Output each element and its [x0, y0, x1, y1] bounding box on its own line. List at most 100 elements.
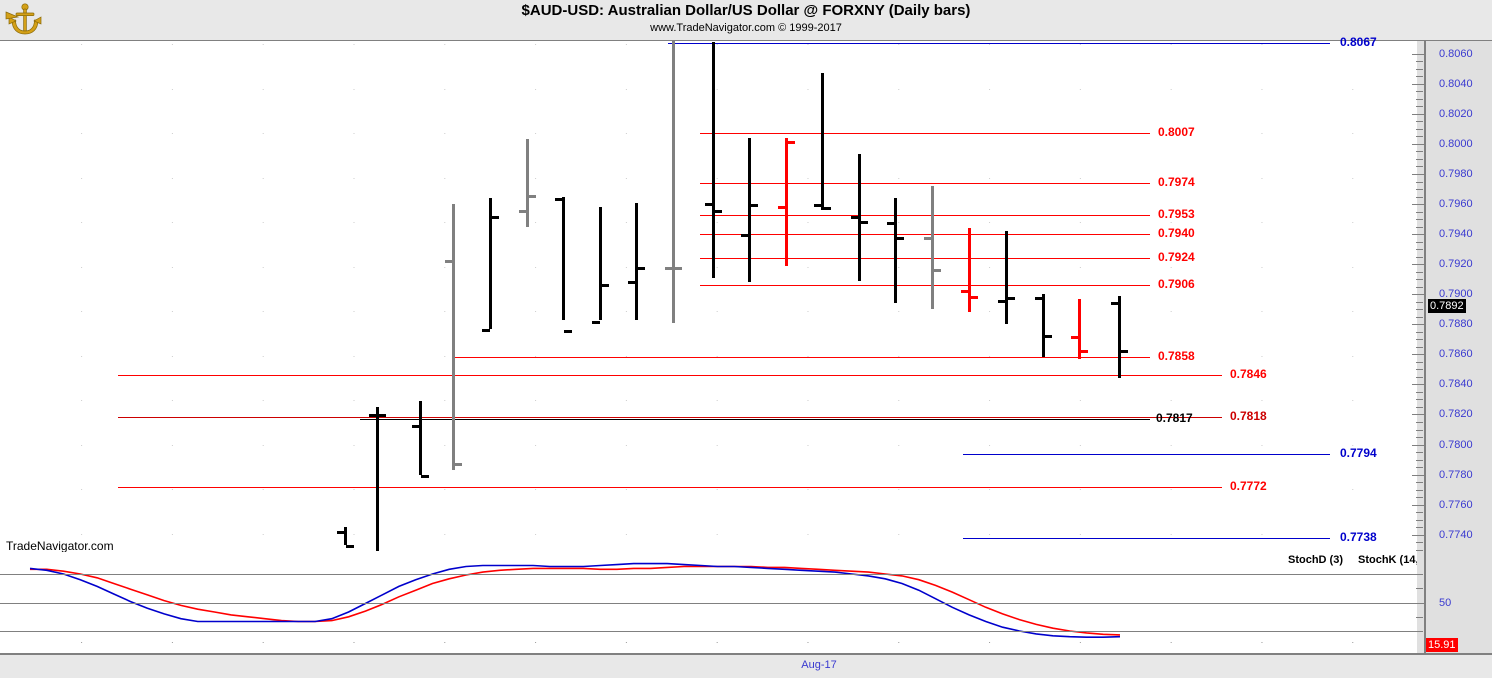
page-title: $AUD-USD: Australian Dollar/US Dollar @ …: [521, 2, 971, 19]
price-minor-tick: [1416, 482, 1423, 484]
price-minor-tick: [1416, 549, 1423, 551]
ohlc-bar-close-tick: [1044, 334, 1052, 338]
ohlc-bar-close-tick: [601, 283, 609, 287]
price-tick: [1412, 204, 1424, 206]
price-tick: [1412, 234, 1424, 236]
price-minor-tick: [1416, 369, 1423, 371]
price-axis-label: 0.7780: [1439, 468, 1473, 481]
chart-watermark: TradeNavigator.com: [6, 539, 114, 553]
ohlc-bar-open-tick: [665, 267, 673, 271]
ohlc-bar-open-tick: [778, 205, 786, 209]
price-tick: [1412, 53, 1424, 55]
ohlc-bar-close-tick: [823, 207, 831, 211]
price-axis-label: 0.7740: [1439, 528, 1473, 541]
price-axis-label: 0.7940: [1439, 228, 1473, 241]
price-minor-tick: [1416, 219, 1423, 221]
ohlc-bar: [887, 41, 904, 552]
price-axis-label: 0.8060: [1439, 47, 1473, 60]
price-tick: [1412, 384, 1424, 386]
price-level-label: 0.7772: [1230, 478, 1267, 493]
price-minor-tick: [1416, 497, 1423, 499]
stochastic-axis[interactable]: 50 15.91: [1412, 552, 1492, 654]
ohlc-bar: [924, 41, 941, 552]
price-minor-tick: [1416, 189, 1423, 191]
ohlc-bar-close-tick: [860, 220, 868, 224]
price-tick: [1412, 83, 1424, 85]
price-minor-tick: [1416, 256, 1423, 258]
price-level-line[interactable]: [700, 258, 1150, 260]
price-minor-tick: [1416, 399, 1423, 401]
stochastic-pane[interactable]: [0, 552, 1418, 654]
ohlc-bar-close-tick: [346, 545, 354, 549]
ohlc-bar-stem: [1118, 295, 1121, 379]
price-tick: [1412, 534, 1424, 536]
price-minor-tick: [1416, 316, 1423, 318]
price-level-line[interactable]: [118, 417, 1222, 419]
price-level-line[interactable]: [700, 214, 1150, 216]
price-level-label: 0.7906: [1158, 277, 1195, 292]
price-level-label: 0.7940: [1158, 226, 1195, 241]
price-level-line[interactable]: [963, 537, 1330, 539]
price-minor-tick: [1416, 106, 1423, 108]
price-minor-tick: [1416, 128, 1423, 130]
ohlc-bar-open-tick: [705, 202, 713, 206]
price-tick: [1412, 444, 1424, 446]
ohlc-bar-stem: [712, 41, 715, 278]
date-axis[interactable]: Aug-17: [0, 654, 1492, 678]
ohlc-bar-stem: [931, 186, 934, 310]
ohlc-bar-open-tick: [592, 321, 600, 325]
ohlc-bar: [1111, 41, 1128, 552]
ohlc-bar-close-tick: [750, 204, 758, 208]
price-minor-tick: [1416, 429, 1423, 431]
price-level-line[interactable]: [118, 486, 1222, 488]
ohlc-bar-stem: [1078, 298, 1081, 359]
ohlc-bar: [998, 41, 1015, 552]
price-minor-tick: [1416, 376, 1423, 378]
stochastic-minor-tick: [1416, 588, 1423, 590]
ohlc-bar-open-tick: [519, 210, 527, 214]
price-axis-label: 0.7860: [1439, 348, 1473, 361]
price-minor-tick: [1416, 121, 1423, 123]
price-minor-tick: [1416, 467, 1423, 469]
price-minor-tick: [1416, 331, 1423, 333]
price-level-line[interactable]: [118, 375, 1222, 377]
price-level-label: 0.7924: [1158, 250, 1195, 265]
price-minor-tick: [1416, 286, 1423, 288]
price-axis-label: 0.7820: [1439, 408, 1473, 421]
ohlc-bar-close-tick: [1120, 349, 1128, 353]
price-level-line[interactable]: [700, 285, 1150, 287]
ohlc-bar-open-tick: [445, 259, 453, 263]
page-subtitle: www.TradeNavigator.com © 1999-2017: [650, 22, 842, 34]
price-tick: [1412, 474, 1424, 476]
price-axis-label: 0.7960: [1439, 198, 1473, 211]
price-minor-tick: [1416, 136, 1423, 138]
price-level-line[interactable]: [360, 418, 1150, 420]
ohlc-bar-stem: [419, 400, 422, 475]
price-level-line[interactable]: [700, 234, 1150, 236]
ohlc-bar-close-tick: [896, 237, 904, 241]
stochastic-axis-label: 50: [1439, 596, 1452, 609]
ohlc-bar-close-tick: [491, 216, 499, 220]
price-tick: [1412, 264, 1424, 266]
price-level-line[interactable]: [963, 453, 1330, 455]
stochastic-minor-tick: [1416, 574, 1423, 576]
price-level-line[interactable]: [668, 43, 1330, 45]
ohlc-bar-open-tick: [628, 280, 636, 284]
ohlc-bar-close-tick: [637, 267, 645, 271]
price-level-line[interactable]: [700, 133, 1150, 135]
price-minor-tick: [1416, 542, 1423, 544]
price-minor-tick: [1416, 249, 1423, 251]
price-minor-tick: [1416, 166, 1423, 168]
ohlc-bar: [369, 41, 386, 552]
price-level-line[interactable]: [700, 183, 1150, 185]
price-axis[interactable]: 0.8060 0.8040 0.8020 0.8000 0.7980 0.7960 0.79…: [1412, 40, 1492, 553]
price-axis-label: 0.8020: [1439, 107, 1473, 120]
price-axis-label: 0.8040: [1439, 77, 1473, 90]
price-level-label: 0.7858: [1158, 349, 1195, 364]
price-tick: [1412, 174, 1424, 175]
price-chart-pane[interactable]: TradeNavigator.com: [0, 40, 1418, 553]
price-minor-tick: [1416, 181, 1423, 183]
stochk-legend: StochK (14,3): [1358, 554, 1429, 566]
ohlc-bar-open-tick: [555, 198, 563, 202]
price-level-line[interactable]: [455, 357, 1150, 359]
